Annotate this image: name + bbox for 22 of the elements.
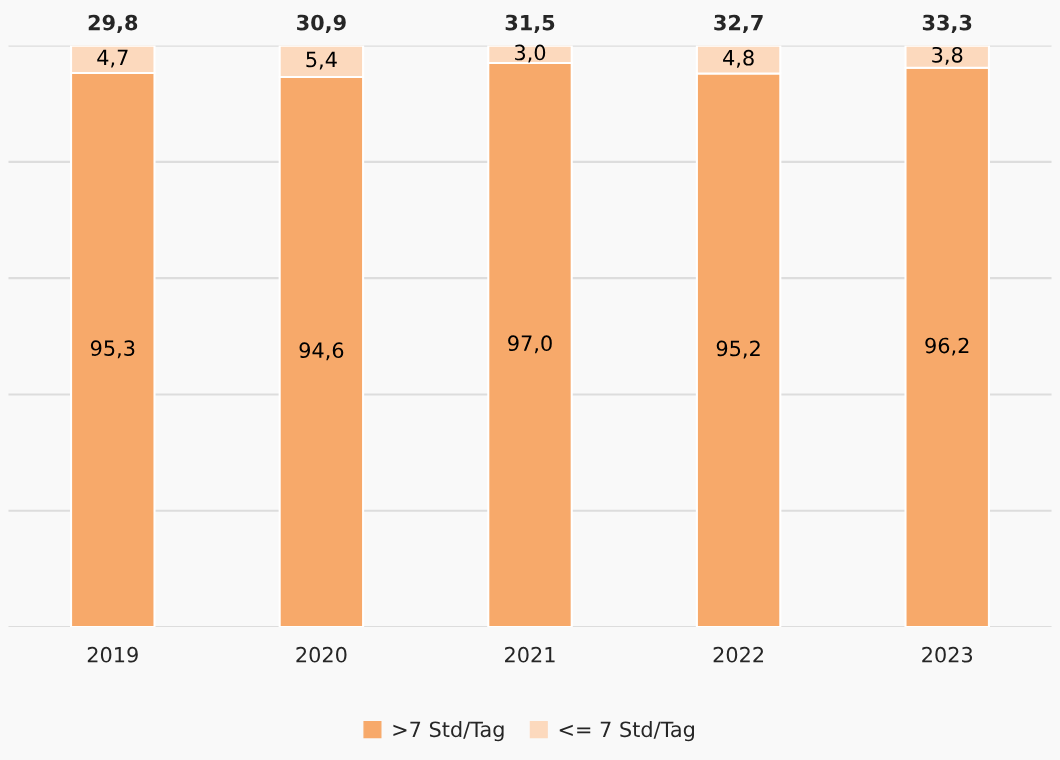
x-tick-label: 2023 (922, 646, 973, 663)
annotation: 30,9 (297, 14, 346, 34)
data-label: 3,0 (515, 44, 546, 63)
x-tick-label: 2022 (713, 646, 764, 663)
x-tick-label: 2021 (505, 646, 555, 663)
data-label: 94,6 (299, 342, 344, 361)
data-label: 4,8 (723, 49, 754, 68)
annotation: 29,8 (88, 14, 138, 34)
data-label: 5,4 (306, 51, 337, 70)
data-label: 3,8 (932, 46, 963, 65)
data-label: 97,0 (508, 335, 552, 354)
annotation: 33,3 (922, 14, 972, 34)
x-tick-label: 2020 (296, 646, 347, 663)
data-label: 4,7 (97, 49, 128, 68)
data-label: 95,2 (716, 340, 760, 359)
x-tick-label: 2019 (87, 646, 138, 663)
annotation: 31,5 (505, 14, 555, 34)
annotation: 32,7 (714, 14, 763, 34)
data-label: 95,3 (90, 340, 135, 359)
legend-label: >7 Std/Tag (393, 721, 504, 742)
legend-label: <= 7 Std/Tag (559, 721, 694, 742)
data-label: 96,2 (925, 337, 969, 356)
